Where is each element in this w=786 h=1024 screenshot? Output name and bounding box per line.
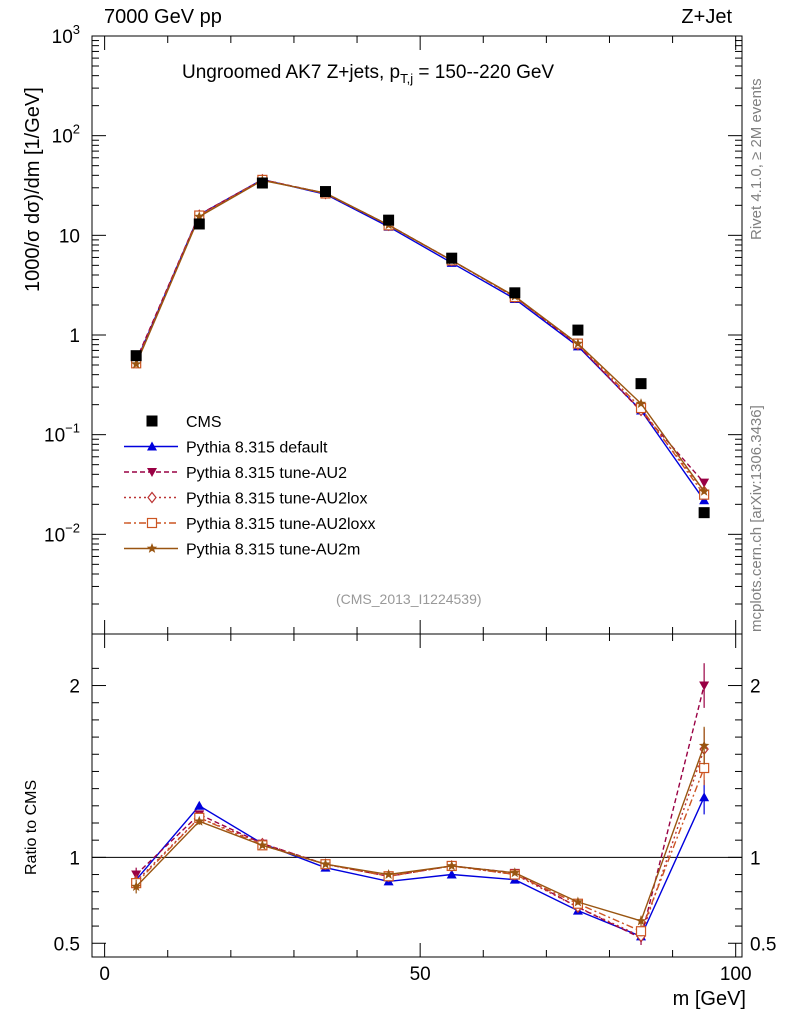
y-tick-label: 10−2	[44, 520, 80, 546]
series-line-main	[135, 179, 705, 492]
y-tick-label-base: 10	[59, 226, 80, 247]
ratio-tick-label: 0.5	[54, 934, 80, 955]
chart-title-main: Ungroomed AK7 Z+jets, p	[182, 62, 401, 83]
series-point-ratio	[635, 915, 647, 926]
y-tick-label-exp: 3	[73, 22, 80, 37]
legend: CMS Pythia 8.315 default Pythia 8.315 tune…	[124, 414, 375, 559]
series-point-main	[698, 485, 710, 496]
legend-label: Pythia 8.315 tune-AU2m	[186, 542, 360, 559]
series-point-ratio	[698, 740, 710, 751]
legend-label: Pythia 8.315 tune-AU2loxx	[186, 516, 375, 533]
y-tick-label: 103	[52, 22, 80, 48]
chart-title: Ungroomed AK7 Z+jets, pT,j = 150--220 Ge…	[182, 62, 554, 86]
y-tick-label-base: 10	[52, 27, 73, 48]
x-tick-label: 0	[99, 964, 110, 985]
series-point-ratio	[446, 860, 457, 871]
x-tick-label: 100	[720, 964, 752, 985]
series-point-ratio	[130, 881, 142, 891]
y-tick-label-base: 1	[69, 326, 80, 347]
mcplots-label: mcplots.cern.ch [arXiv:1306.3436]	[748, 405, 765, 632]
series-point-ratio	[699, 762, 710, 774]
cms-point	[572, 324, 584, 336]
series-line-ratio	[135, 685, 705, 940]
series-point-ratio	[320, 858, 331, 869]
series-point-main	[130, 358, 142, 369]
series-point-ratio	[572, 896, 584, 907]
series-point-ratio	[194, 815, 205, 826]
y-tick-label-base: 10	[44, 525, 65, 546]
series-point-ratio	[699, 792, 710, 802]
cms-point	[698, 507, 710, 519]
series-line-main	[135, 178, 705, 484]
series-line-ratio	[135, 796, 705, 938]
y-tick-label: 102	[52, 122, 80, 148]
header-left: 7000 GeV pp	[104, 6, 222, 28]
legend-marker	[147, 441, 157, 451]
legend-marker	[146, 543, 158, 553]
series-line-ratio	[135, 767, 705, 933]
cms-point	[383, 214, 395, 226]
ratio-tick-label-right: 2	[750, 677, 761, 698]
legend-marker	[146, 517, 158, 529]
ratio-tick-label: 2	[69, 677, 80, 698]
analysis-id: (CMS_2013_I1224539)	[336, 591, 482, 607]
cms-point	[130, 350, 142, 362]
series-point-ratio	[635, 926, 647, 937]
x-tick-label: 50	[410, 964, 431, 985]
ratio-tick-label: 1	[69, 848, 80, 869]
series-point-ratio	[699, 681, 710, 691]
header-right: Z+Jet	[681, 6, 732, 28]
legend-marker	[147, 468, 157, 477]
y-tick-label-exp: 2	[73, 122, 80, 137]
series-point-main	[699, 478, 710, 488]
legend-label-cms: CMS	[186, 414, 222, 431]
legend-marker	[147, 491, 157, 504]
y-axis-label-main: 1000/σ dσ)/dm [1/GeV]	[22, 87, 44, 292]
chart-title-sub: T,j	[400, 70, 414, 86]
series-ratio-4	[130, 726, 710, 927]
y-tick-label-exp: −1	[65, 421, 80, 436]
series-ratio-2	[131, 728, 709, 943]
cms-point	[446, 252, 458, 264]
series-ratio-0	[131, 780, 710, 942]
y-axis-label-ratio: Ratio to CMS	[23, 779, 40, 875]
chart-title-rest: = 150--220 GeV	[413, 62, 555, 83]
ratio-plot-frame	[91, 633, 743, 958]
y-tick-label: 1	[69, 326, 80, 347]
legend-label: Pythia 8.315 tune-AU2lox	[186, 491, 367, 508]
cms-point	[635, 378, 647, 390]
legend-label: Pythia 8.315 default	[186, 440, 328, 457]
ratio-tick-label-right: 0.5	[750, 934, 776, 955]
cms-point	[256, 177, 268, 189]
series-point-ratio	[257, 839, 268, 850]
legend-label: Pythia 8.315 tune-AU2	[186, 465, 347, 482]
legend-marker-cms	[146, 415, 158, 427]
cms-point	[193, 218, 205, 230]
y-tick-label: 10	[59, 226, 80, 247]
rivet-version-label: Rivet 4.1.0, ≥ 2M events	[748, 78, 765, 240]
series-point-ratio	[383, 869, 394, 879]
series-point-main	[194, 211, 205, 222]
y-tick-label-base: 10	[52, 127, 73, 148]
series-point-ratio	[509, 867, 520, 878]
series-point-main	[572, 338, 584, 348]
y-tick-label-base: 10	[44, 426, 65, 447]
series-ratio-3	[131, 750, 710, 937]
data-points-cms	[130, 177, 710, 519]
series-point-ratio	[194, 800, 205, 810]
series-point-ratio	[446, 869, 457, 879]
cms-point	[319, 186, 331, 198]
series-line-ratio	[135, 748, 705, 938]
x-axis-label: m [GeV]	[672, 988, 746, 1010]
series-line-ratio	[135, 745, 705, 922]
y-tick-label: 10−1	[44, 421, 80, 447]
series-ratio-1	[131, 663, 710, 945]
y-tick-label-exp: −2	[65, 520, 80, 535]
cms-point	[509, 287, 521, 299]
ratio-tick-label-right: 1	[750, 848, 761, 869]
series-point-main	[635, 398, 647, 408]
